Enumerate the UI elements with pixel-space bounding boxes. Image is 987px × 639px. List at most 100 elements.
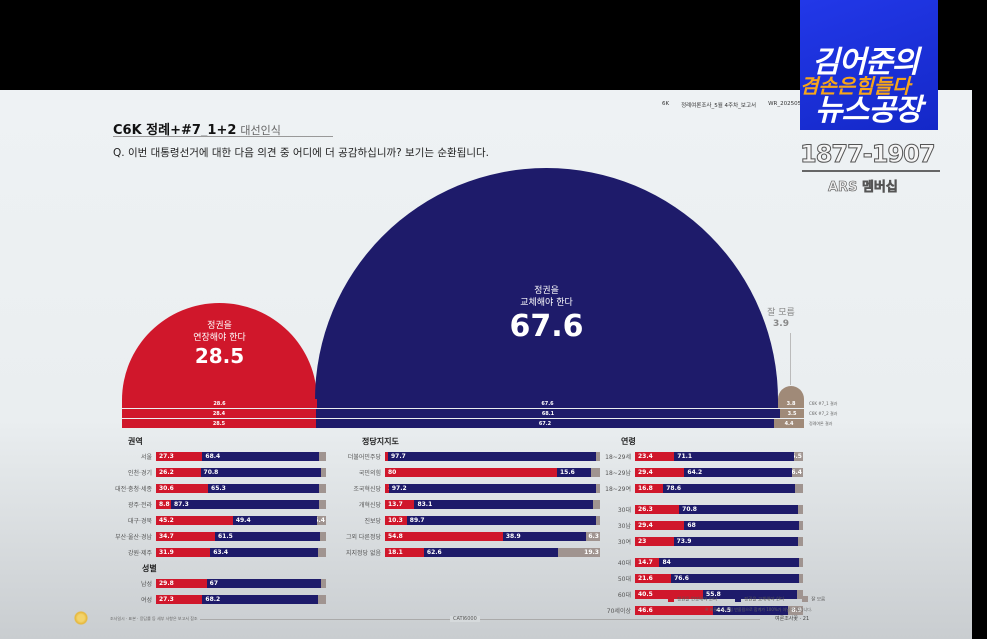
show-title-line2: 겸손은힘들다 <box>800 74 911 98</box>
row-label: 인천·경기 <box>128 470 152 477</box>
replace-label: 정권을 교체해야 한다 67.6 <box>315 285 778 344</box>
unsure-segment <box>317 548 326 557</box>
unsure-segment <box>320 579 326 588</box>
stack-row-extend: 28.6 <box>122 399 317 408</box>
unsure-segment <box>795 484 803 493</box>
replace-value: 67.6 <box>509 309 584 344</box>
legend-item-unsure: 잘 모름 <box>802 596 825 603</box>
row-label: 18~29남 <box>605 470 631 477</box>
stack-row-tags: C6K #7_1 결과 C6K #7_2 결과 정례여론 결과 <box>809 399 837 429</box>
replace-segment: 70.8 <box>679 505 799 514</box>
footer-divider <box>200 619 760 620</box>
footer-page: 여론조사꽃 · 21 <box>775 616 810 622</box>
replace-segment: 70.8 <box>200 468 321 477</box>
stacked-bar: 46.6 44.5 8.9 <box>635 606 803 615</box>
row-label: 대구·경북 <box>128 518 152 525</box>
extend-label-line2: 연장해야 한다 <box>193 333 246 343</box>
legend-label: 잘 모름 <box>811 597 826 603</box>
stacked-bar: 14.7 84 <box>635 558 803 567</box>
unsure-segment <box>798 521 803 530</box>
legend-item-extend: 정권을 연장해야 한다 <box>668 596 717 603</box>
legend-swatch <box>802 596 809 602</box>
replace-segment: 68 <box>684 521 799 530</box>
extend-segment: 23.4 <box>635 452 675 461</box>
extend-segment: 27.3 <box>156 452 203 461</box>
panel-row: 광주·전라 8.8 87.3 <box>112 500 326 509</box>
stack-row-extend: 28.5 <box>122 419 316 428</box>
extend-segment: 18.1 <box>385 548 424 557</box>
footer-note: 조사일시 · 표본 · 응답률 등 세부 사항은 보고서 참조 <box>110 616 198 621</box>
replace-segment: 87.3 <box>170 500 320 509</box>
unsure-segment <box>320 468 326 477</box>
replace-segment: 97.2 <box>388 484 596 493</box>
unsure-segment <box>799 558 803 567</box>
panel-row: 대전·충청·세종 30.6 65.3 <box>112 484 326 493</box>
extend-segment: 80 <box>385 468 557 477</box>
replace-segment: 65.3 <box>208 484 320 493</box>
report-meta: 6K 정례여론조사_5월 4주차_보고서 WR_202505_ <box>662 101 804 109</box>
stacked-bar: 21.6 76.6 <box>635 574 803 583</box>
unsure-label: 잘 모름 3.9 <box>766 308 796 330</box>
row-label: 여성 <box>140 597 152 604</box>
replace-segment: 44.5 <box>713 606 789 615</box>
panel-row: 더불어민주당 1.397.7 <box>345 452 600 461</box>
panel-row: 50대 21.6 76.6 <box>597 574 803 583</box>
stack-row-unsure: 4.4 <box>774 419 804 428</box>
extend-segment: 10.3 <box>385 516 407 525</box>
question-text: Q. 이번 대통령선거에 대한 다음 의견 중 어디에 더 공감하십니까? 보기… <box>113 147 490 159</box>
panel-row: 부산·울산·경남 34.7 61.5 <box>112 532 326 541</box>
stacked-bar: 1.897.2 <box>385 484 600 493</box>
stack-tag: C6K #7_2 결과 <box>809 411 838 416</box>
row-label: 40대 <box>617 560 631 567</box>
row-label: 그외 다른정당 <box>345 534 381 541</box>
stacked-bar: 26.2 70.8 <box>156 468 326 477</box>
panel-row: 진보당 10.3 89.7 <box>345 516 600 525</box>
row-label: 50대 <box>617 576 631 583</box>
replace-segment: 63.4 <box>210 548 318 557</box>
row-label: 70세이상 <box>606 608 631 615</box>
unsure-segment: 6.3 <box>586 532 600 541</box>
unsure-segment <box>319 484 326 493</box>
show-title-line3: 뉴스공장 <box>815 93 922 128</box>
unsure-segment <box>593 500 600 509</box>
stack-tag: 정례여론 결과 <box>809 421 833 426</box>
replace-segment: 78.6 <box>663 484 796 493</box>
semicircle-chart <box>122 168 804 400</box>
stacked-bar: 29.4 64.2 6.4 <box>635 468 803 477</box>
meta-id: WR_202505_ <box>768 101 804 107</box>
extend-segment: 34.7 <box>156 532 215 541</box>
panel-row: 조국혁신당 1.897.2 <box>345 484 600 493</box>
stacked-bar: 10.3 89.7 <box>385 516 600 525</box>
replace-segment: 64.2 <box>684 468 793 477</box>
stacked-bar: 27.3 68.4 <box>156 452 326 461</box>
replace-segment: 67 <box>206 579 321 588</box>
title-divider <box>113 136 333 137</box>
unsure-label-text: 잘 모름 <box>767 308 795 318</box>
row-label: 대전·충청·세종 <box>115 486 152 493</box>
extend-segment: 26.2 <box>156 468 201 477</box>
replace-segment: 83.1 <box>414 500 594 509</box>
panel-title: 연령 <box>621 437 636 446</box>
show-title-line1: 김어준의 <box>812 45 919 80</box>
meta-report: 정례여론조사_5월 4주차_보고서 <box>681 103 757 109</box>
replace-segment: 61.5 <box>214 532 320 541</box>
stacked-bar: 27.3 68.2 <box>156 595 326 604</box>
unsure-segment <box>797 537 803 546</box>
row-label: 개혁신당 <box>358 502 381 509</box>
panel-row: 대구·경북 45.249.45.4 <box>112 516 326 525</box>
stacked-bar: 30.6 65.3 <box>156 484 326 493</box>
unsure-segment <box>596 484 600 493</box>
panel-row: 30대 26.3 70.8 <box>597 505 803 514</box>
unsure-value: 3.9 <box>773 319 789 329</box>
stack-row-extend: 28.4 <box>122 409 316 418</box>
replace-label-line1: 정권을 <box>534 286 559 296</box>
region-panel: 권역 서울 27.3 68.4 인천·경기 26.2 70.8 대전·충청·세종 30.6 65… <box>112 436 326 564</box>
panel-row: 70세이상 46.6 44.5 8.9 <box>597 606 803 615</box>
age-panel: 연령 18~29세23.471.15.518~29남29.464.26.418~… <box>597 436 803 622</box>
sun-logo-icon <box>74 611 88 625</box>
stacked-bar: 26.3 70.8 <box>635 505 803 514</box>
gender-panel: 성별 남성 29.8 67 여성 27.3 68.2 <box>112 563 326 611</box>
extend-segment: 27.3 <box>156 595 203 604</box>
legend-item-replace: 정권을 교체해야 한다 <box>735 596 784 603</box>
panel-row: 18~29남 29.4 64.2 6.4 <box>597 468 803 477</box>
